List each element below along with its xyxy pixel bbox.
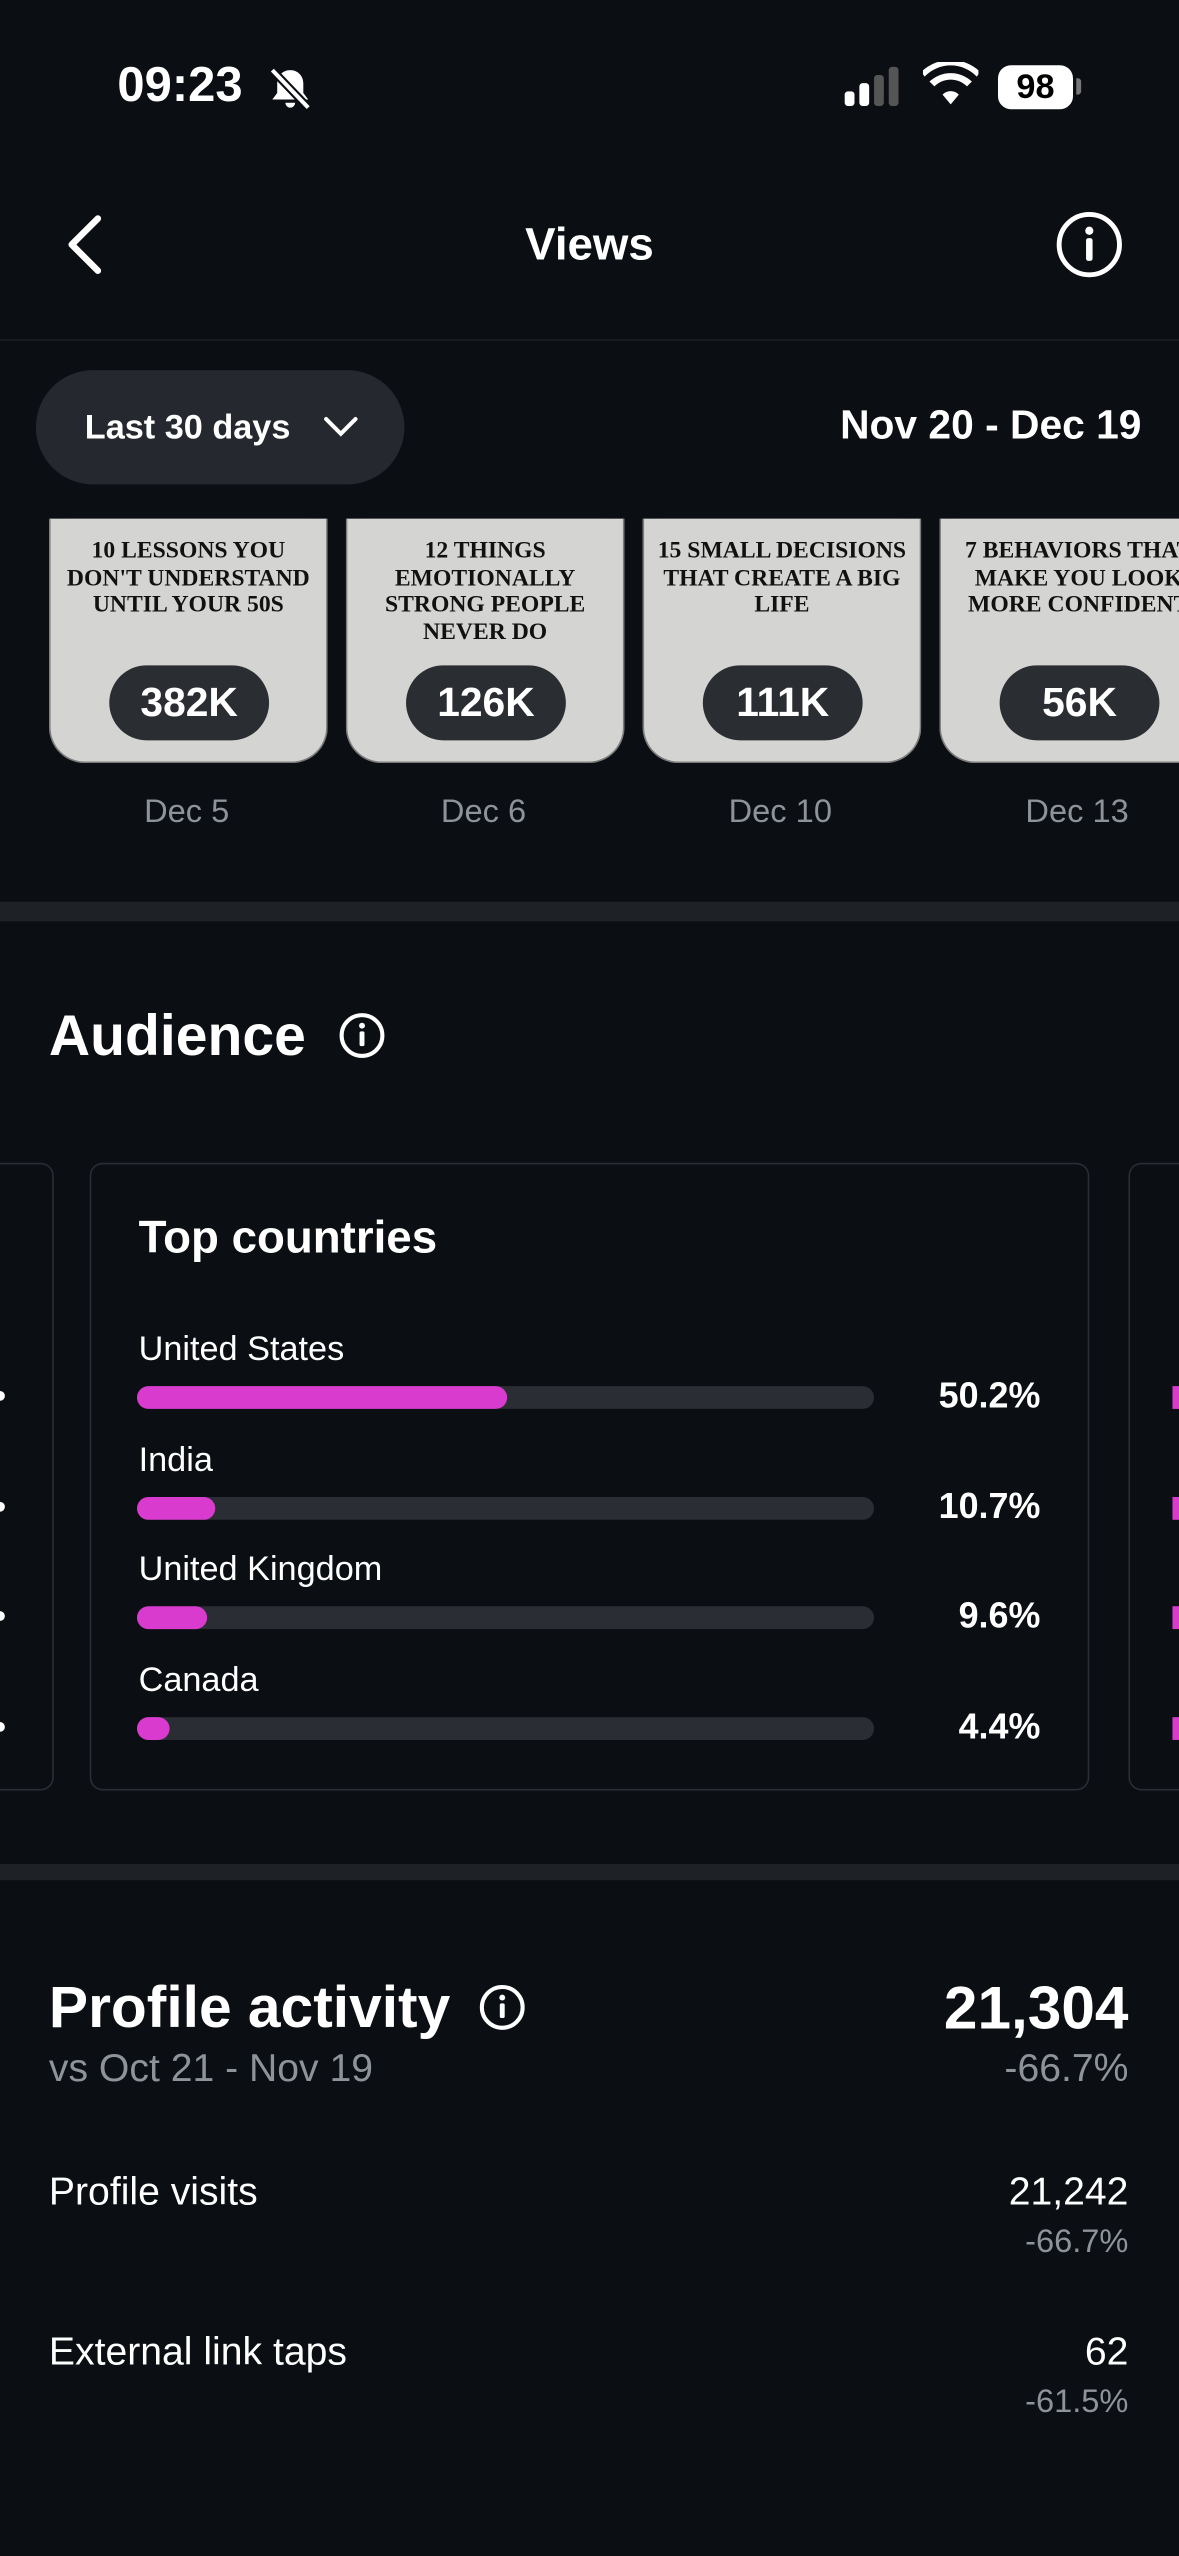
bar bbox=[136, 1496, 216, 1519]
post-card[interactable]: 15 SMALL DECISIONS THAT CREATE A BIG LIF… bbox=[642, 518, 922, 764]
post-text: 15 SMALL DECISIONS THAT CREATE A BIG LIF… bbox=[657, 538, 907, 619]
post-text: 12 THINGS EMOTIONALLY STRONG PEOPLE NEVE… bbox=[384, 538, 586, 645]
country-name: Canada bbox=[138, 1660, 259, 1699]
section-separator bbox=[0, 901, 1179, 922]
wifi-icon bbox=[922, 61, 979, 105]
card-title: Top countries bbox=[138, 1211, 438, 1263]
side-dot bbox=[0, 1390, 5, 1401]
country-share: 10.7% bbox=[938, 1484, 1041, 1526]
row-change: -66.7% bbox=[1025, 2224, 1129, 2261]
bar bbox=[136, 1606, 208, 1630]
post-card[interactable]: 7 BEHAVIORS THAT MAKE YOU LOOK MORE CONF… bbox=[939, 518, 1179, 764]
post-date: Dec 10 bbox=[728, 794, 832, 831]
post-views: 126K bbox=[406, 665, 566, 741]
divider bbox=[0, 339, 1179, 341]
section-title: Audience bbox=[48, 1004, 306, 1069]
bar-track bbox=[136, 1606, 875, 1630]
total-change: -66.7% bbox=[1004, 2046, 1129, 2091]
section-title: Profile activity bbox=[48, 1973, 451, 2041]
chevron-down bbox=[324, 417, 358, 437]
info-icon[interactable] bbox=[338, 1011, 387, 1060]
country-share: 50.2% bbox=[938, 1374, 1041, 1416]
post-text: 7 BEHAVIORS THAT MAKE YOU LOOK MORE CONF… bbox=[965, 538, 1179, 619]
bar bbox=[136, 1386, 507, 1409]
info-icon[interactable] bbox=[478, 1983, 527, 2032]
side-bar bbox=[1172, 1606, 1179, 1630]
page-title: Views bbox=[525, 218, 654, 270]
date-range: Nov 20 - Dec 19 bbox=[840, 402, 1142, 449]
country-share: 4.4% bbox=[958, 1704, 1041, 1746]
country-share: 9.6% bbox=[958, 1594, 1041, 1636]
side-card bbox=[1128, 1162, 1179, 1791]
row-label: External link taps bbox=[48, 2330, 347, 2375]
battery-tip bbox=[1076, 78, 1082, 95]
period-selector[interactable] bbox=[35, 370, 405, 485]
info-button[interactable] bbox=[1055, 210, 1123, 278]
side-bar bbox=[1172, 1496, 1179, 1519]
post-card[interactable]: 10 LESSONS YOU DON'T UNDERSTAND UNTIL YO… bbox=[48, 518, 328, 764]
post-views: 382K bbox=[109, 665, 270, 741]
countries-card bbox=[89, 1162, 1090, 1791]
side-dot bbox=[0, 1501, 5, 1511]
post-views: 56K bbox=[999, 665, 1160, 741]
row-value: 62 bbox=[1084, 2330, 1129, 2375]
side-bar bbox=[1172, 1716, 1179, 1740]
side-card bbox=[0, 1162, 54, 1791]
country-name: India bbox=[138, 1440, 213, 1479]
side-bar bbox=[1172, 1386, 1179, 1409]
post-date: Dec 5 bbox=[144, 794, 230, 831]
country-name: United Kingdom bbox=[138, 1550, 383, 1589]
bar bbox=[136, 1716, 170, 1740]
period-label: Last 30 days bbox=[84, 409, 291, 447]
back-button[interactable] bbox=[59, 212, 111, 277]
bar-track bbox=[136, 1716, 875, 1740]
post-card[interactable]: 12 THINGS EMOTIONALLY STRONG PEOPLE NEVE… bbox=[345, 518, 625, 764]
bar-track bbox=[136, 1496, 875, 1519]
post-date: Dec 6 bbox=[440, 794, 527, 831]
country-name: United States bbox=[138, 1330, 345, 1369]
time: 09:23 bbox=[117, 58, 243, 113]
section-separator bbox=[0, 1863, 1179, 1881]
total: 21,304 bbox=[943, 1974, 1129, 2042]
post-views: 111K bbox=[702, 665, 863, 741]
row-label: Profile visits bbox=[48, 2170, 258, 2215]
row-value: 21,242 bbox=[1008, 2170, 1129, 2215]
compare-range: vs Oct 21 - Nov 19 bbox=[48, 2046, 374, 2091]
side-dot bbox=[0, 1611, 5, 1621]
side-dot bbox=[0, 1721, 5, 1731]
post-text: 10 LESSONS YOU DON'T UNDERSTAND UNTIL YO… bbox=[66, 538, 310, 619]
post-date: Dec 13 bbox=[1025, 794, 1129, 831]
signal-icon bbox=[844, 66, 899, 106]
mute-icon bbox=[269, 67, 312, 111]
battery: 98 bbox=[997, 65, 1074, 110]
row-change: -61.5% bbox=[1025, 2384, 1129, 2420]
